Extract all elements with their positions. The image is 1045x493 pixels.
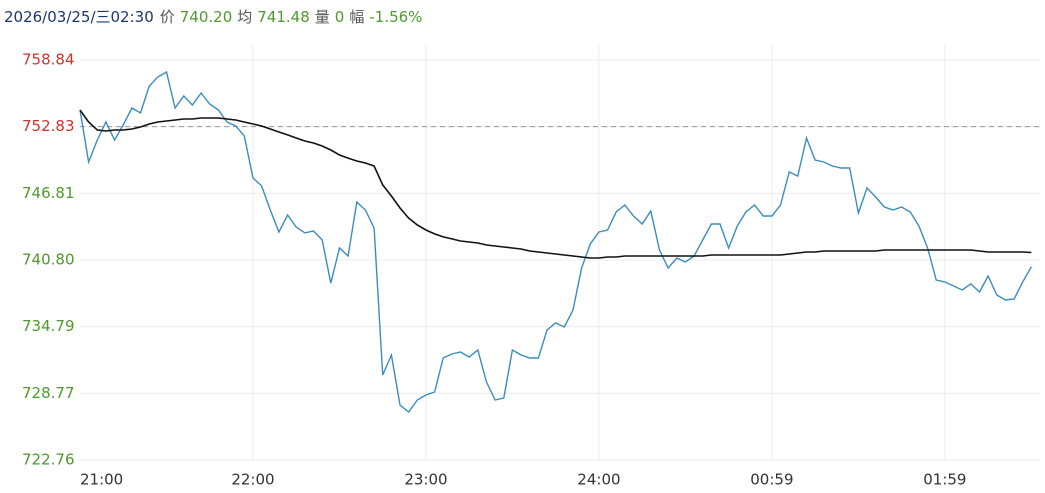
value: 740.20 (179, 8, 233, 26)
y-tick-label: 734.79 (22, 317, 75, 335)
value: 0 (334, 8, 345, 26)
x-tick-label: 21:00 (80, 471, 123, 489)
y-tick-label: 740.80 (22, 251, 75, 269)
label: 量 (314, 8, 330, 26)
header: 2026/03/25/三02:30 价 740.20 均 741.48 量 0 幅 -1.56% (4, 6, 427, 27)
label: 幅 (349, 8, 365, 26)
x-tick-label: 22:00 (231, 471, 274, 489)
y-tick-label: 758.84 (22, 51, 75, 69)
datetime: 2026/03/25/三02:30 (4, 8, 154, 26)
y-tick-label: 746.81 (22, 184, 75, 202)
y-tick-label: 728.77 (22, 384, 75, 402)
label: 价 (159, 8, 175, 26)
x-tick-label: 23:00 (404, 471, 447, 489)
series-line (79, 109, 1032, 259)
value: 741.48 (257, 8, 310, 26)
x-tick-label: 24:00 (577, 471, 620, 489)
x-tick-label: 01:59 (923, 471, 966, 489)
label: 均 (237, 8, 253, 26)
series-line (79, 70, 1033, 414)
value: -1.56% (369, 8, 423, 26)
y-tick-label: 722.76 (22, 451, 75, 469)
x-tick-label: 00:59 (750, 471, 793, 489)
y-tick-label: 752.83 (22, 117, 75, 135)
